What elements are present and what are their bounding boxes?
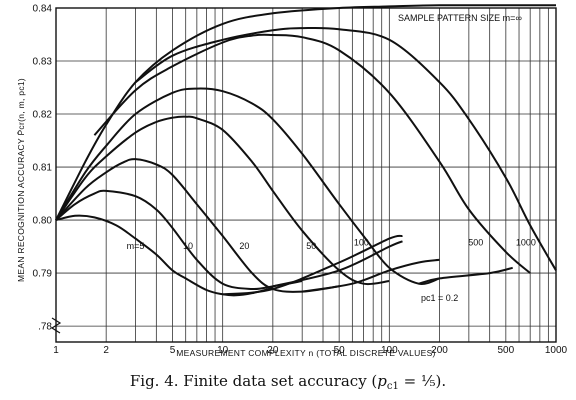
series-lines (55, 4, 557, 297)
series-line (55, 214, 274, 297)
series-line (272, 240, 403, 288)
x-tick-label: 20 (267, 345, 279, 356)
annotation-top: SAMPLE PATTERN SIZE m=∞ (398, 13, 522, 23)
y-axis-label: MEAN RECOGNITION ACCURACY P̄cr(n, m, pc1… (16, 78, 26, 282)
y-tick-label: 0.79 (33, 269, 53, 280)
curve-label: 1000 (516, 238, 536, 248)
series-line (55, 87, 440, 285)
series-line (134, 26, 557, 271)
figure-caption: Fig. 4. Finite data set accuracy (pc1 = … (0, 372, 576, 392)
curve-label: 20 (239, 241, 249, 251)
series-line (222, 234, 403, 296)
tick-labels: 1 2 5 10 20 50 100 200 500 1000 .78 0.79 0.80 0.81 0.8… (33, 4, 568, 357)
curve-label: 500 (468, 238, 483, 248)
caption-sub: c1 (386, 381, 399, 392)
y-tick-label: 0.84 (33, 4, 53, 15)
caption-suffix: = ⅕). (398, 372, 447, 390)
y-tick-label: 0.80 (33, 216, 53, 227)
curve-label: 100 (354, 238, 369, 248)
caption-prefix: Fig. 4. Finite data set accuracy ( (129, 372, 378, 390)
x-tick-label: 10 (217, 345, 229, 356)
series-line (418, 266, 513, 285)
chart: m=5 10 20 50 100 500 1000 1 2 5 10 20 50 100 200 500 10… (16, 4, 568, 359)
caption-var: p (377, 372, 387, 390)
x-tick-label: 50 (334, 345, 346, 356)
plot-frame (55, 7, 557, 343)
curve-label: 50 (306, 241, 316, 251)
annotation-pc1: pc1 = 0.2 (421, 293, 458, 303)
y-tick-label: .78 (38, 322, 52, 333)
x-tick-label: 500 (497, 345, 514, 356)
curve-labels: m=5 10 20 50 100 500 1000 (127, 238, 536, 252)
x-tick-label: 2 (103, 345, 109, 356)
x-tick-label: 100 (381, 345, 398, 356)
x-tick-label: 200 (431, 345, 448, 356)
y-tick-label: 0.83 (33, 57, 53, 68)
series-line (93, 33, 531, 274)
series-line (302, 258, 440, 293)
axis-break-mark (50, 317, 62, 334)
curve-label: m=5 (127, 241, 145, 251)
x-tick-label: 1 (53, 345, 59, 356)
series-line (55, 4, 556, 221)
series-line (55, 189, 303, 291)
curve-label: 10 (183, 241, 193, 251)
series-line (55, 115, 390, 286)
x-axis-label: MEASUREMENT COMPLEXITY n (TOTAL DISCRETE… (176, 348, 435, 358)
y-tick-label: 0.82 (33, 110, 53, 121)
x-tick-label: 1000 (545, 345, 568, 356)
x-tick-label: 5 (170, 345, 176, 356)
y-tick-label: 0.81 (33, 163, 53, 174)
